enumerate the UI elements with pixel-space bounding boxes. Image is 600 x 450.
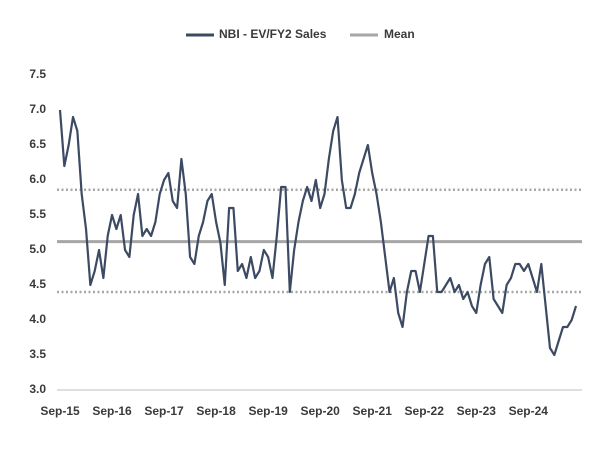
y-tick-label: 6.5 — [29, 137, 46, 151]
y-tick-label: 7.5 — [29, 67, 46, 81]
y-tick-label: 7.0 — [29, 102, 46, 116]
x-tick-label: Sep-17 — [144, 404, 184, 418]
x-tick-label: Sep-19 — [248, 404, 288, 418]
x-tick-label: Sep-22 — [405, 404, 445, 418]
series-line — [58, 109, 578, 357]
y-tick-label: 5.0 — [29, 242, 46, 256]
y-tick-label: 4.0 — [29, 312, 46, 326]
x-tick-label: Sep-21 — [353, 404, 393, 418]
y-tick-label: 3.0 — [29, 382, 46, 396]
y-tick-label: 6.0 — [29, 172, 46, 186]
legend-label: Mean — [384, 27, 415, 41]
x-tick-label: Sep-15 — [40, 404, 80, 418]
x-tick-label: Sep-16 — [92, 404, 132, 418]
x-tick-label: Sep-23 — [457, 404, 497, 418]
x-tick-label: Sep-18 — [196, 404, 236, 418]
y-tick-label: 4.5 — [29, 277, 46, 291]
x-tick-label: Sep-20 — [300, 404, 340, 418]
y-tick-label: 5.5 — [29, 207, 46, 221]
y-tick-label: 3.5 — [29, 347, 46, 361]
x-tick-label: Sep-24 — [509, 404, 549, 418]
legend-label: NBI - EV/FY2 Sales — [219, 27, 327, 41]
